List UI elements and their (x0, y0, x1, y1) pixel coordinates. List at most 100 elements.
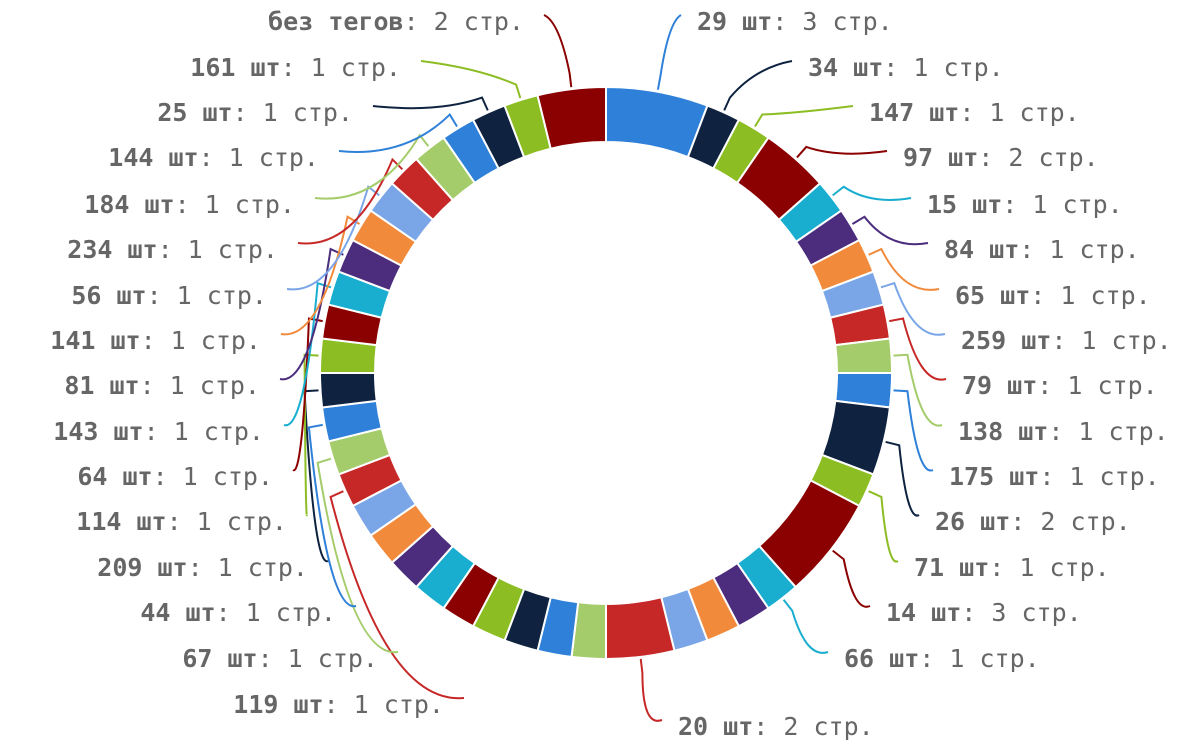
connector-line-12 (868, 490, 899, 563)
slice-label-name: 26 шт (935, 507, 1010, 536)
connector-line-39 (314, 133, 430, 200)
slice-label-value: : 1 стр. (167, 507, 287, 536)
slice-label-name: 209 шт (97, 553, 187, 582)
connector-line-43 (543, 14, 573, 88)
connector-line-4 (832, 185, 912, 201)
connector-line-41 (372, 96, 489, 111)
slice-label-value: : 1 стр. (188, 553, 308, 582)
connector-line-18 (639, 658, 663, 722)
connector-line-3 (796, 145, 888, 159)
donut-slice-9 (834, 337, 894, 374)
slice-label-value: : 3 стр. (772, 7, 892, 36)
connector-line-35 (279, 247, 344, 381)
connector-line-30 (307, 423, 357, 608)
slice-label-234-шт: 234 шт: 1 стр. (67, 235, 278, 264)
slice-label-name: 79 шт (962, 371, 1037, 400)
slice-label-15-шт: 15 шт: 1 стр. (927, 190, 1123, 219)
slice-label-name: 66 шт (844, 644, 919, 673)
slice-label-184-шт: 184 шт: 1 стр. (84, 190, 295, 219)
connector-line-11 (885, 440, 920, 517)
slice-label-81-шт: 81 шт: 1 стр. (64, 371, 260, 400)
slice-label-name: 15 шт (927, 190, 1002, 219)
slice-label-147-шт: 147 шт: 1 стр. (869, 98, 1080, 127)
slice-label-name: 143 шт (53, 417, 143, 446)
connector-line-6 (868, 247, 940, 291)
slice-label-value: : 1 стр. (919, 644, 1039, 673)
connector-line-1 (723, 60, 793, 111)
slice-label-value: : 1 стр. (281, 53, 401, 82)
slice-label-value: : 1 стр. (1002, 190, 1122, 219)
slice-label-name: 184 шт (84, 190, 174, 219)
slice-label-name: без тегов (268, 7, 403, 36)
slice-label-value: : 2 стр. (404, 7, 524, 36)
connector-line-33 (292, 317, 323, 472)
donut-slice-18 (605, 596, 676, 661)
slice-label-value: : 1 стр. (258, 644, 378, 673)
slice-label-143-шт: 143 шт: 1 стр. (53, 417, 264, 446)
slice-label-name: 84 шт (944, 235, 1019, 264)
slice-label-value: : 1 стр. (175, 190, 295, 219)
slice-label-name: 147 шт (869, 98, 959, 127)
slice-label-name: 64 шт (77, 462, 152, 491)
slice-label-119-шт: 119 шт: 1 стр. (233, 690, 444, 719)
slice-label-71-шт: 71 шт: 1 стр. (914, 553, 1110, 582)
connector-line-5 (851, 215, 929, 246)
connector-line-28 (329, 490, 465, 700)
slice-label-65-шт: 65 шт: 1 стр. (955, 281, 1151, 310)
slice-label-175-шт: 175 шт: 1 стр. (949, 462, 1160, 491)
slice-label-name: 119 шт (233, 690, 323, 719)
slice-label-value: : 1 стр. (141, 326, 261, 355)
slice-label-34-шт: 34 шт: 1 стр. (808, 53, 1004, 82)
connector-line-38 (297, 157, 404, 245)
connector-line-34 (283, 281, 332, 427)
slice-label-141-шт: 141 шт: 1 стр. (50, 326, 261, 355)
slice-label-name: 81 шт (64, 371, 139, 400)
slice-label-67-шт: 67 шт: 1 стр. (182, 644, 378, 673)
slice-label-29-шт: 29 шт: 3 стр. (697, 7, 893, 36)
slice-label-name: 138 шт (958, 417, 1048, 446)
slice-label-name: 144 шт (108, 143, 198, 172)
slice-label-value: : 1 стр. (324, 690, 444, 719)
slice-label-value: : 1 стр. (199, 143, 319, 172)
slice-label-161-шт: 161 шт: 1 стр. (190, 53, 401, 82)
slice-label-114-шт: 114 шт: 1 стр. (76, 507, 287, 536)
slice-label-value: : 1 стр. (1051, 326, 1171, 355)
slice-label-value: : 2 стр. (978, 143, 1098, 172)
slice-label-value: : 2 стр. (753, 712, 873, 741)
slice-label-value: : 1 стр. (140, 371, 260, 400)
connector-line-2 (754, 105, 854, 128)
slice-label-name: 71 шт (914, 553, 989, 582)
slice-label-value: : 1 стр. (883, 53, 1003, 82)
slice-label-value: : 1 стр. (1039, 462, 1159, 491)
connector-line-0 (656, 14, 682, 90)
slice-label-name: 20 шт (678, 712, 753, 741)
connector-line-42 (420, 60, 522, 99)
slice-label-84-шт: 84 шт: 1 стр. (944, 235, 1140, 264)
slice-label-value: : 2 стр. (1010, 507, 1130, 536)
connector-line-9 (893, 353, 943, 427)
slice-label-value: : 1 стр. (989, 553, 1109, 582)
slice-label-value: : 1 стр. (1030, 281, 1150, 310)
slice-label-name: 259 шт (961, 326, 1051, 355)
connector-line-13 (832, 549, 871, 608)
slice-label-name: 141 шт (50, 326, 140, 355)
slice-group (318, 85, 894, 661)
slice-label-name: 67 шт (182, 644, 257, 673)
slice-label-14-шт: 14 шт: 3 стр. (886, 598, 1082, 627)
connector-line-37 (286, 185, 380, 291)
slice-label-value: : 1 стр. (147, 281, 267, 310)
slice-label-value: : 1 стр. (1037, 371, 1157, 400)
slice-label-44-шт: 44 шт: 1 стр. (140, 598, 336, 627)
slice-label-name: 44 шт (140, 598, 215, 627)
slice-label-value: : 1 стр. (153, 462, 273, 491)
slice-label-name: 65 шт (955, 281, 1030, 310)
slice-label-name: 29 шт (697, 7, 772, 36)
slice-label-value: : 3 стр. (961, 598, 1081, 627)
slice-label-name: 14 шт (886, 598, 961, 627)
slice-label-value: : 1 стр. (144, 417, 264, 446)
slice-label-value: : 1 стр. (959, 98, 1079, 127)
slice-label-26-шт: 26 шт: 2 стр. (935, 507, 1131, 536)
slice-label-value: : 1 стр. (158, 235, 278, 264)
slice-label-value: : 1 стр. (1019, 235, 1139, 264)
